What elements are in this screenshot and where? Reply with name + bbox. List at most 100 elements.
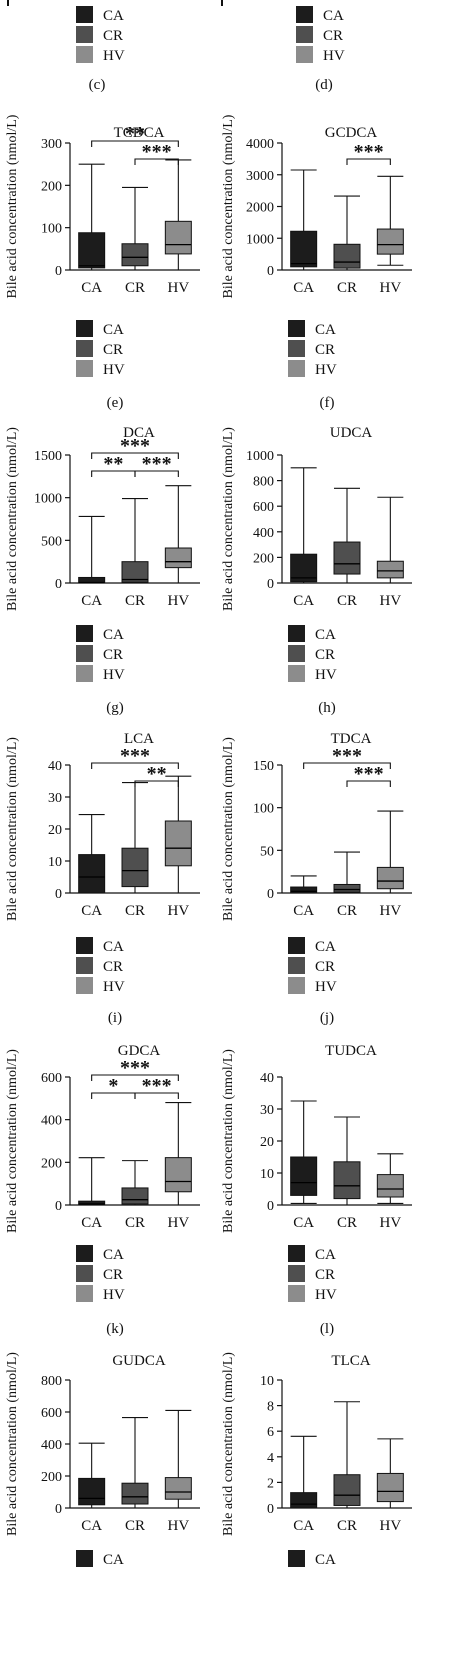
legend-swatch-cr (76, 1265, 93, 1282)
legend: CA CR HV (76, 320, 125, 378)
box-hv (376, 560, 404, 579)
y-axis-label: Bile acid concentration (nmol/L) (5, 1352, 20, 1536)
legend: CA CR HV (288, 320, 337, 378)
significance-label: *** (120, 745, 150, 767)
y-tick-label: 4000 (246, 137, 274, 152)
x-tick-label: CR (125, 1215, 145, 1231)
x-tick-label: CA (293, 1215, 314, 1231)
chart-panel-gdca: GDCA Bile acid concentration (nmol/L) 0 200… (5, 1043, 200, 1337)
box-hv (376, 866, 404, 890)
significance-label: *** (142, 141, 172, 163)
chart-panel-tcdca: TCDCA Bile acid concentration (nmol/L) 0 10… (5, 114, 200, 411)
x-tick-label: HV (167, 903, 189, 919)
y-axis-label: Bile acid concentration (nmol/L) (221, 427, 236, 611)
legend-swatch-ca (288, 320, 305, 337)
legend-swatch-ca (288, 625, 305, 642)
panel-label: (k) (106, 1321, 124, 1337)
legend-swatch-hv (76, 1285, 93, 1302)
box-hv (164, 1157, 192, 1193)
significance-label: *** (332, 745, 362, 767)
legend-swatch-hv (288, 360, 305, 377)
legend-swatch-ca (288, 1550, 305, 1567)
legend-swatch-ca (288, 1245, 305, 1262)
legend-swatch-ca (296, 6, 313, 23)
y-axis-label: Bile acid concentration (nmol/L) (5, 427, 20, 611)
legend-label-ca: CA (103, 322, 124, 338)
box-ca (78, 232, 106, 269)
legend-label-cr: CR (103, 28, 123, 44)
box-cr (333, 243, 361, 269)
x-tick-label: HV (167, 593, 189, 609)
chart-title: TCDCA (114, 125, 165, 141)
panel-label: (f) (320, 395, 335, 411)
chart-panel-tlca: TLCA Bile acid concentration (nmol/L) 0 2 4 6… (221, 1352, 412, 1568)
legend-label-cr: CR (323, 28, 343, 44)
x-tick-label: CR (125, 280, 145, 296)
significance-bracket: *** (91, 435, 179, 459)
bracket-line (134, 780, 179, 787)
chart-title: GUDCA (112, 1353, 166, 1369)
legend-label-hv: HV (323, 48, 345, 64)
y-axis-label: Bile acid concentration (nmol/L) (5, 114, 20, 298)
y-tick-label: 0 (267, 1199, 274, 1214)
legend-label-hv: HV (315, 979, 337, 995)
significance-label: *** (120, 1057, 150, 1079)
significance-bracket: *** (303, 745, 391, 769)
legend-label-ca: CA (315, 1247, 336, 1263)
x-tick-label: CA (81, 1518, 102, 1534)
x-tick-label: HV (167, 280, 189, 296)
y-tick-label: 200 (41, 1156, 62, 1171)
legend-label-ca: CA (315, 1552, 336, 1568)
panel-label: (h) (318, 700, 336, 716)
significance-label: *** (354, 141, 384, 163)
box-ca (78, 1200, 106, 1206)
x-tick-label: CR (337, 593, 357, 609)
significance-bracket: *** (134, 453, 179, 477)
box-hv (376, 228, 404, 255)
legend-swatch-ca (288, 937, 305, 954)
chart-panel-dca: DCA Bile acid concentration (nmol/L) 0 500 1… (5, 425, 200, 716)
bracket-line (91, 452, 179, 459)
box-ca (290, 1156, 318, 1196)
y-tick-label: 400 (41, 1438, 62, 1453)
y-tick-label: 1000 (246, 449, 274, 464)
x-tick-label: CA (293, 1518, 314, 1534)
legend-swatch-ca (76, 937, 93, 954)
box-cr (333, 1161, 361, 1200)
y-tick-label: 200 (41, 179, 62, 194)
x-tick-label: CA (293, 903, 314, 919)
legend: CA CR HV (76, 937, 125, 995)
y-axis-label: Bile acid concentration (nmol/L) (5, 1049, 20, 1233)
legend-label-hv: HV (103, 667, 125, 683)
box-ca (290, 553, 318, 583)
chart-panel-tdca: TDCA Bile acid concentration (nmol/L) 0 50 1… (221, 731, 412, 1026)
legend-label-cr: CR (315, 342, 335, 358)
bracket-line (303, 762, 391, 769)
y-tick-label: 20 (48, 823, 62, 838)
significance-label: *** (354, 763, 384, 785)
y-tick-label: 100 (41, 222, 62, 237)
significance-bracket: *** (91, 1057, 179, 1081)
chart-panel-udca: UDCA Bile acid concentration (nmol/L) 0 200… (221, 425, 412, 716)
y-tick-label: 0 (267, 577, 274, 592)
significance-bracket: ** (134, 763, 179, 787)
x-tick-label: CA (293, 280, 314, 296)
legend-label-ca: CA (315, 322, 336, 338)
box-cr (121, 1482, 149, 1505)
legend: CA CR HV (76, 625, 125, 683)
panel-label: (i) (108, 1010, 122, 1026)
legend-label-hv: HV (103, 1287, 125, 1303)
y-tick-label: 6 (267, 1425, 274, 1440)
panel-label: (d) (315, 77, 333, 93)
box-ca (290, 230, 318, 268)
x-tick-label: CR (337, 1518, 357, 1534)
legend-swatch-hv (76, 360, 93, 377)
box-ca (290, 1492, 318, 1509)
panel-label: (c) (89, 77, 106, 93)
legend-label-ca: CA (323, 8, 344, 24)
legend-label-ca: CA (103, 8, 124, 24)
legend-swatch-hv (288, 665, 305, 682)
significance-label: *** (120, 435, 150, 457)
x-tick-label: HV (379, 280, 401, 296)
significance-label: ** (103, 453, 123, 475)
